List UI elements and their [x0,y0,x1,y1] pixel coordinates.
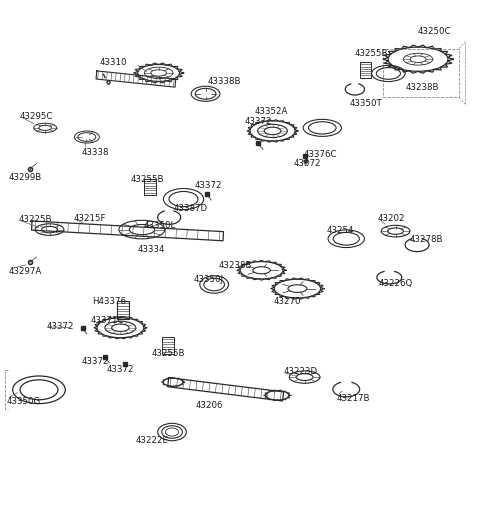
Bar [117,301,129,320]
Text: 43202: 43202 [378,213,405,222]
Text: 43334: 43334 [137,245,165,254]
Text: 43338: 43338 [81,148,108,156]
Text: H43376: H43376 [93,297,127,306]
Bar [162,337,174,355]
Text: 43350T: 43350T [349,99,382,108]
Text: 43255B: 43255B [355,49,388,58]
Text: 43215F: 43215F [73,213,106,222]
Bar [144,179,156,195]
Text: 43295C: 43295C [20,112,53,121]
Text: 43371C: 43371C [91,315,124,324]
Text: 43238B: 43238B [405,82,439,92]
Text: 43297A: 43297A [8,266,42,275]
Text: 43250C: 43250C [418,26,452,36]
Text: 43255B: 43255B [131,175,164,184]
Text: 43338B: 43338B [208,76,241,86]
Text: 43217B: 43217B [336,393,370,402]
Text: 43387D: 43387D [174,203,208,212]
Text: 43270: 43270 [274,297,301,306]
Text: 43352A: 43352A [254,107,288,116]
Text: 43372: 43372 [294,159,321,167]
Text: 43299B: 43299B [8,173,42,182]
Text: 43350L: 43350L [144,220,176,230]
Text: 43222E: 43222E [136,435,168,444]
Text: 43278B: 43278B [410,235,444,244]
Text: 43372: 43372 [81,357,108,365]
Text: 43225B: 43225B [19,214,52,223]
Text: 43310: 43310 [100,58,128,67]
Text: 43372: 43372 [195,181,223,190]
Text: 43238B: 43238B [218,260,252,269]
Text: 43372: 43372 [245,117,272,126]
Text: 43372: 43372 [46,321,73,330]
Text: 43254: 43254 [326,225,354,235]
Text: 43350J: 43350J [193,274,223,284]
Text: 43350G: 43350G [6,396,41,405]
Text: 43255B: 43255B [152,349,185,357]
Text: 43376C: 43376C [303,150,336,158]
Text: 43372: 43372 [107,365,134,374]
Bar [360,63,371,78]
Text: 43206: 43206 [196,400,224,409]
Text: 43223D: 43223D [283,367,317,376]
Text: 43226Q: 43226Q [379,278,413,288]
